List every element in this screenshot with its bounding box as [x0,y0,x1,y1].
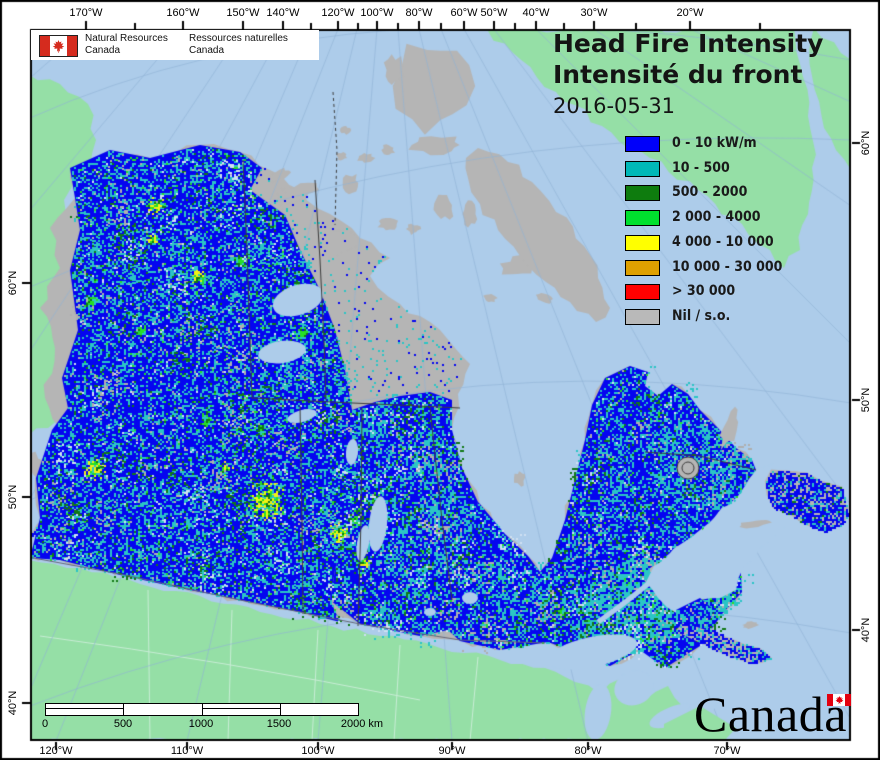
axis-label-latitude-left: 50°N [7,484,19,510]
legend-label: 10 000 - 30 000 [672,258,783,275]
axis-label-longitude-bottom: 80°W [574,745,602,757]
axis-label-latitude-right: 60°N [860,130,872,156]
scale-bar-segment [201,704,280,715]
legend-swatch [625,284,660,301]
axis-label-longitude-bottom: 90°W [438,745,466,757]
scale-bar-unit-label: 2000 km [340,718,384,730]
axis-label-longitude-top: 160°W [166,7,200,19]
axis-label-longitude-top: 150°W [226,7,260,19]
flag-white-field [833,694,845,706]
legend-label: 500 - 2000 [672,184,748,201]
logo-en-line2: Canada [85,45,121,56]
wordmark-text: Canada [694,686,847,742]
legend-label: Nil / s.o. [672,307,731,324]
axis-label-longitude-top: 40°W [522,7,550,19]
map-title-block: Head Fire Intensity Intensité du front 2… [553,28,823,119]
legend-swatch [625,210,660,227]
logo-text-english: Natural Resources Canada [85,33,168,57]
scale-bar [45,703,359,716]
legend-swatch [625,308,660,325]
scale-bar-segment [123,704,202,715]
axis-label-longitude-top: 60°W [450,7,478,19]
fire-intensity-legend: 0 - 10 kW/m 10 - 500 500 - 2000 2 000 - 400… [595,135,860,336]
legend-label: > 30 000 [672,283,736,300]
axis-label-longitude-bottom: 70°W [713,745,741,757]
maple-leaf-icon [835,695,843,704]
maple-leaf-icon [52,39,65,53]
flag-red-bar [67,36,77,56]
logo-en-line1: Natural Resources [85,33,168,44]
axis-label-longitude-top: 80°W [405,7,433,19]
legend-label: 0 - 10 kW/m [672,135,757,151]
logo-fr-line2: Canada [189,45,225,56]
axis-label-longitude-top: 30°W [580,7,608,19]
axis-label-longitude-top: 50°W [480,7,508,19]
axis-label-longitude-bottom: 100°W [301,745,335,757]
legend-swatch [625,160,660,177]
map-title-french: Intensité du front [553,60,803,89]
axis-label-latitude-right: 50°N [860,387,872,413]
scale-bar-segment [279,704,358,715]
flag-red-bar [845,694,851,706]
axis-label-longitude-top: 100°W [360,7,394,19]
legend-label: 4 000 - 10 000 [672,233,774,250]
scale-bar-segment [46,704,124,715]
axis-label-latitude-right: 40°N [860,617,872,643]
axis-label-longitude-top: 140°W [266,7,300,19]
logo-text-french: Ressources naturelles Canada [189,33,288,57]
flag-red-bar [40,36,50,56]
axis-label-longitude-top: 170°W [69,7,103,19]
legend-swatch [625,234,660,251]
legend-label: 10 - 500 [672,159,730,176]
nrcan-logo: Natural Resources Canada Ressources natu… [31,30,319,60]
legend-swatch [625,185,660,202]
scale-bar-tick-label: 1000 [188,718,214,730]
axis-label-latitude-left: 40°N [7,690,19,716]
scale-bar-tick-label: 1500 [266,718,292,730]
map-title-english: Head Fire Intensity [553,29,824,58]
flag-red-bar [827,694,833,706]
flag-white-field [50,36,67,56]
map-date: 2016-05-31 [553,94,676,118]
legend-swatch [625,136,660,152]
axis-label-longitude-bottom: 120°W [39,745,73,757]
scale-bar-tick-label: 0 [41,718,49,730]
axis-label-longitude-top: 120°W [321,7,355,19]
axis-label-longitude-top: 20°W [676,7,704,19]
canada-wordmark: Canada [694,688,869,743]
canada-flag-icon [827,694,851,706]
logo-fr-line1: Ressources naturelles [189,33,288,44]
legend-swatch [625,259,660,276]
canada-flag-icon [39,35,78,57]
axis-label-latitude-left: 60°N [7,270,19,296]
scale-bar-tick-label: 500 [113,718,133,730]
axis-label-longitude-bottom: 110°W [170,745,204,757]
legend-label: 2 000 - 4000 [672,209,761,226]
